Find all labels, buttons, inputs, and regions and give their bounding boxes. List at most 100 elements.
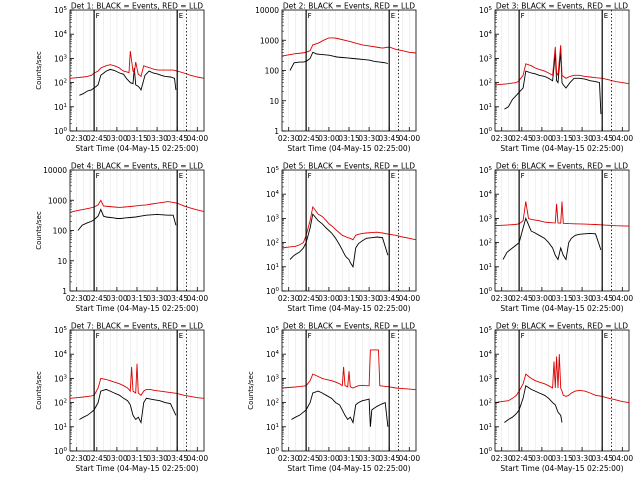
x-tick-label: 02:45 [86, 454, 108, 463]
y-tick-label: 104 [479, 350, 493, 359]
y-tick-label: 102 [479, 79, 492, 88]
x-tick-label: 03:45 [591, 454, 613, 463]
y-tick-label: 101 [266, 423, 279, 432]
panel-title: Det 5: BLACK = Events, RED = LLD [283, 162, 415, 171]
y-tick-label: 100 [53, 227, 68, 236]
x-tick-label: 03:15 [551, 134, 573, 143]
y-tick-label: 102 [479, 399, 492, 408]
marker-label-e: E [391, 12, 395, 20]
x-tick-label: 02:30 [66, 134, 88, 143]
y-axis-label: Counts/sec [35, 51, 43, 90]
y-tick-label: 10 [57, 257, 67, 266]
y-tick-label: 102 [54, 79, 67, 88]
y-tick-label: 103 [479, 214, 493, 223]
y-tick-label: 103 [479, 374, 493, 383]
series-line-events [77, 208, 177, 231]
x-tick-label: 03:45 [591, 294, 613, 303]
x-tick-label: 02:30 [278, 454, 300, 463]
x-tick-label: 03:45 [378, 134, 400, 143]
x-tick-label: 03:15 [126, 454, 148, 463]
x-tick-label: 03:15 [126, 294, 148, 303]
y-tick-label: 103 [54, 374, 68, 383]
y-tick-label: 100 [479, 447, 493, 456]
y-tick-label: 100 [479, 287, 493, 296]
y-tick-label: 10 [269, 97, 279, 106]
marker-label-e: E [604, 12, 608, 20]
marker-label-e: E [604, 172, 608, 180]
x-tick-label: 04:00 [186, 294, 208, 303]
x-tick-label: 02:30 [491, 134, 513, 143]
x-tick-label: 04:00 [611, 134, 633, 143]
x-tick-label: 03:30 [358, 454, 380, 463]
x-tick-label: 02:45 [298, 294, 320, 303]
x-tick-label: 03:30 [358, 294, 380, 303]
y-tick-label: 10000 [43, 166, 67, 175]
y-tick-label: 101 [54, 103, 67, 112]
marker-label-f: F [96, 172, 100, 180]
y-tick-label: 105 [266, 326, 280, 335]
x-axis-label: Start Time (04-May-15 02:25:00) [75, 144, 198, 153]
x-tick-label: 02:45 [298, 134, 320, 143]
series-line-lld [281, 205, 417, 249]
y-tick-label: 102 [266, 239, 279, 248]
x-tick-label: 03:45 [166, 454, 188, 463]
x-tick-label: 03:00 [318, 294, 340, 303]
y-tick-label: 100 [266, 287, 280, 296]
x-tick-label: 04:00 [398, 134, 420, 143]
x-tick-label: 02:45 [511, 454, 533, 463]
panel-title: Det 9: BLACK = Events, RED = LLD [496, 322, 628, 331]
x-tick-label: 04:00 [611, 454, 633, 463]
x-tick-label: 02:30 [491, 294, 513, 303]
marker-label-f: F [308, 12, 312, 20]
y-tick-label: 103 [266, 214, 280, 223]
y-tick-label: 101 [266, 263, 279, 272]
x-tick-label: 02:45 [86, 294, 108, 303]
y-tick-label: 101 [54, 423, 67, 432]
series-line-events [502, 217, 602, 261]
x-tick-label: 03:00 [106, 134, 128, 143]
x-tick-label: 03:30 [571, 134, 593, 143]
x-tick-label: 03:45 [591, 134, 613, 143]
y-tick-label: 105 [479, 166, 493, 175]
marker-label-e: E [179, 172, 183, 180]
marker-label-f: F [96, 12, 100, 20]
x-tick-label: 03:15 [338, 294, 360, 303]
series-line-lld [281, 349, 417, 391]
x-tick-label: 03:00 [531, 454, 553, 463]
y-axis-label: Counts/sec [247, 371, 255, 410]
y-tick-label: 104 [266, 350, 280, 359]
x-tick-label: 03:45 [166, 294, 188, 303]
x-tick-label: 03:00 [531, 294, 553, 303]
series-line-events [79, 388, 177, 424]
y-tick-label: 104 [266, 190, 280, 199]
y-tick-label: 100 [54, 447, 68, 456]
y-axis-label: Counts/sec [35, 211, 43, 250]
x-tick-label: 03:15 [338, 134, 360, 143]
y-tick-label: 100 [265, 67, 280, 76]
x-tick-label: 02:45 [86, 134, 108, 143]
marker-label-e: E [391, 172, 395, 180]
series-line-events [504, 384, 563, 423]
series-line-lld [494, 354, 630, 404]
y-tick-label: 1 [274, 127, 279, 136]
x-tick-label: 02:30 [66, 294, 88, 303]
y-tick-label: 102 [479, 239, 492, 248]
x-axis-label: Start Time (04-May-15 02:25:00) [75, 464, 198, 473]
y-tick-label: 103 [266, 374, 280, 383]
x-tick-label: 02:45 [511, 294, 533, 303]
y-tick-label: 10000 [255, 6, 279, 15]
marker-label-e: E [391, 332, 395, 340]
y-tick-label: 105 [479, 6, 493, 15]
x-tick-label: 03:00 [318, 454, 340, 463]
x-tick-label: 03:30 [146, 134, 168, 143]
x-tick-label: 02:30 [278, 294, 300, 303]
x-axis-label: Start Time (04-May-15 02:25:00) [500, 144, 623, 153]
y-tick-label: 104 [54, 350, 68, 359]
x-tick-label: 03:30 [146, 454, 168, 463]
x-tick-label: 02:30 [66, 454, 88, 463]
